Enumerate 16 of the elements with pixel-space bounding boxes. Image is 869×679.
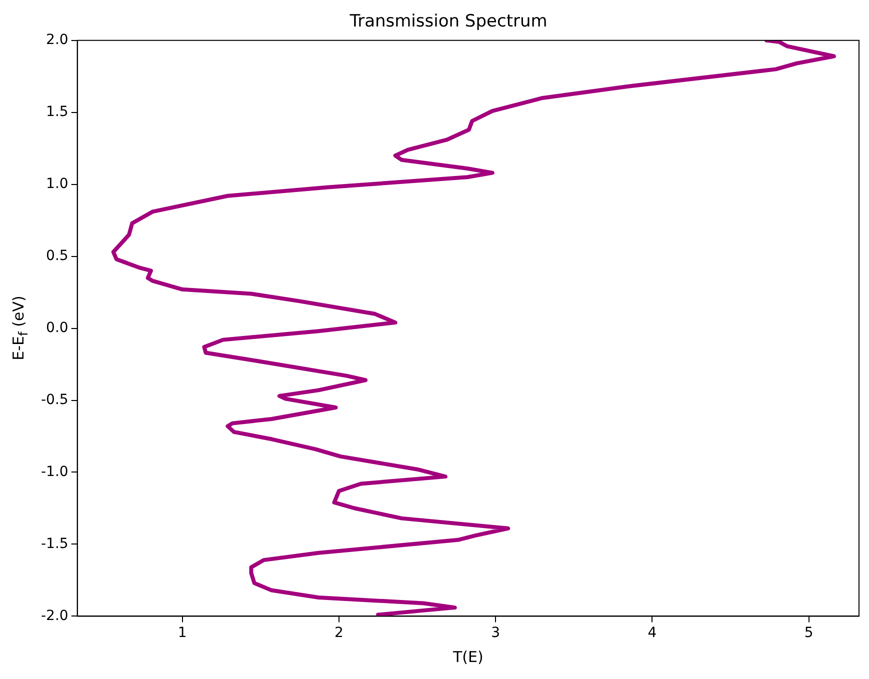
y-tick-label: 0.0 — [46, 320, 68, 336]
y-tick-label: 0.5 — [46, 248, 68, 264]
y-tick-label: 1.5 — [46, 104, 68, 120]
y-tick-label: 1.0 — [46, 176, 68, 192]
y-tick-label: -1.0 — [40, 464, 68, 480]
x-tick-label: 2 — [334, 625, 344, 642]
x-tick-label: 3 — [491, 625, 500, 642]
x-axis-title: T(E) — [452, 648, 484, 666]
y-tick-label: -0.5 — [40, 392, 68, 408]
x-tick-label: 1 — [178, 625, 187, 642]
x-tick-label: 5 — [804, 625, 814, 642]
y-tick-label: -2.0 — [40, 608, 68, 624]
y-tick-label: 2.0 — [46, 32, 68, 48]
y-tick-label: -1.5 — [40, 536, 68, 552]
x-tick-label: 4 — [648, 625, 657, 642]
chart-title: Transmission Spectrum — [348, 12, 548, 32]
